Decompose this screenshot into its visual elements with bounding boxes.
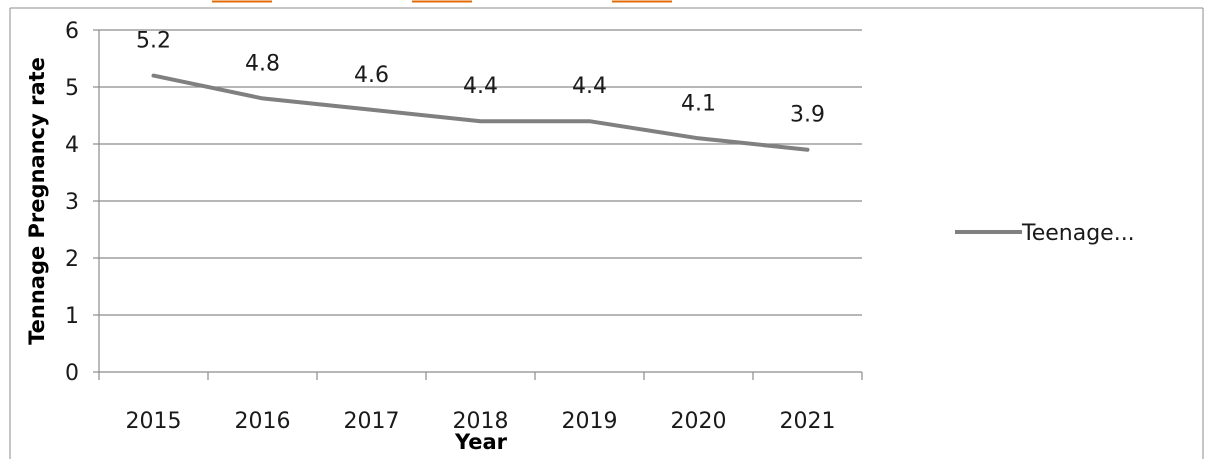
y-axis-title: Tennage Pregnancy rate [25,57,49,345]
x-tick-label: 2021 [780,409,836,434]
series-line [151,73,810,152]
axes [98,30,863,380]
x-axis-title: Year [454,430,508,454]
gridlines [93,29,862,373]
data-label: 4.1 [681,91,716,116]
legend: Teenage... [955,221,1135,246]
series-lines [151,73,810,152]
y-tick-label: 6 [65,19,79,44]
y-tick-label: 0 [65,361,79,386]
x-tick-label: 2018 [453,409,509,434]
y-tick-label: 3 [65,190,79,215]
y-tick-label: 1 [65,304,79,329]
data-label: 3.9 [790,103,825,128]
x-tick-label: 2019 [562,409,618,434]
x-tick-label: 2020 [671,409,727,434]
y-tick-label: 2 [65,247,79,272]
y-tick-labels: 0 1 2 3 4 5 6 [65,19,79,386]
y-tick-label: 5 [65,76,79,101]
data-label: 4.8 [245,51,280,76]
y-tick-label: 4 [65,133,79,158]
legend-label: Teenage... [1021,221,1135,246]
x-tick-label: 2016 [235,409,291,434]
chart-frame [9,0,1204,459]
data-label: 4.6 [354,63,389,88]
x-tick-labels: 2015 2016 2017 2018 2019 2020 2021 [126,409,836,434]
data-label: 5.2 [136,29,171,54]
data-labels: 5.2 4.8 4.6 4.4 4.4 4.1 3.9 [136,29,825,128]
data-label: 4.4 [572,74,607,99]
data-label: 4.4 [463,74,498,99]
x-tick-label: 2017 [344,409,400,434]
x-tick-label: 2015 [126,409,182,434]
